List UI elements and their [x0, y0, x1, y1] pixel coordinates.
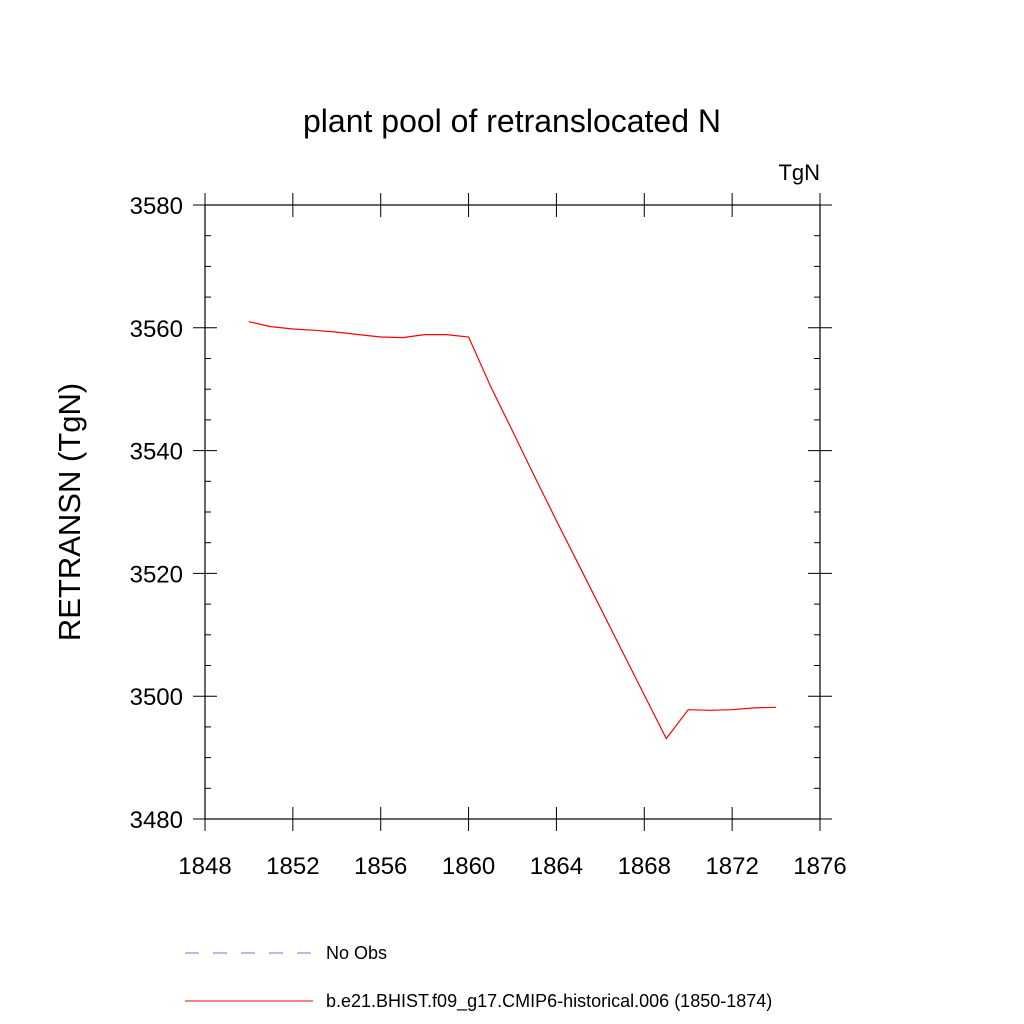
legend-label: b.e21.BHIST.f09_g17.CMIP6-historical.006… [326, 991, 772, 1012]
x-tick-label: 1876 [793, 853, 846, 880]
y-tick-label: 3500 [130, 684, 183, 711]
plot-border [204, 204, 821, 820]
x-tick-label: 1848 [178, 853, 231, 880]
y-tick-label: 3520 [130, 561, 183, 588]
plot-frame [204, 204, 821, 820]
x-tick-label: 1872 [705, 853, 758, 880]
series-lines [248, 321, 777, 740]
x-tick-label: 1868 [618, 853, 671, 880]
y-axis-label: RETRANSN (TgN) [52, 383, 87, 641]
y-tick-label: 3560 [130, 316, 183, 343]
x-tick-label: 1864 [530, 853, 583, 880]
legend-label: No Obs [326, 943, 387, 963]
y-tick-label: 3580 [130, 193, 183, 220]
x-tick-label: 1852 [266, 853, 319, 880]
x-tick-label: 1856 [354, 853, 407, 880]
axis-ticks [193, 193, 832, 831]
y-tick-label: 3480 [130, 807, 183, 834]
series-line-0 [248, 321, 777, 740]
legend: No Obs b.e21.BHIST.f09_g17.CMIP6-historic… [185, 943, 772, 1012]
x-tick-label: 1860 [442, 853, 495, 880]
chart-title: plant pool of retranslocated N [303, 103, 721, 139]
tick-labels: 1848 1852 1856 1860 1864 1868 1872 1876 3480 3500… [130, 193, 847, 880]
units-label: TgN [778, 160, 820, 185]
y-tick-label: 3540 [130, 439, 183, 466]
